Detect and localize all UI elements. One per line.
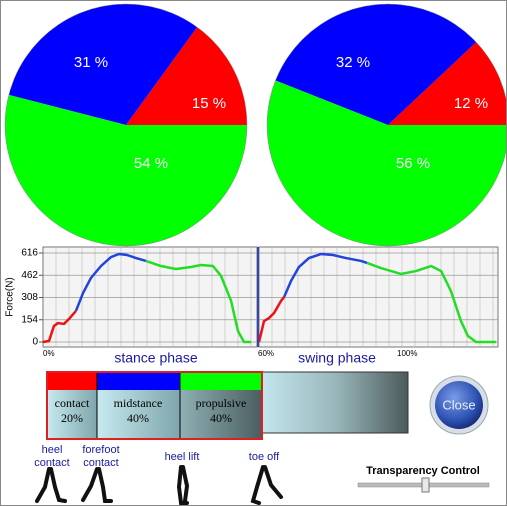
slider-label: Transparency Control: [366, 465, 480, 477]
force-line: [257, 296, 286, 343]
figure: [35, 467, 67, 503]
event-label: heel contact: [34, 444, 70, 469]
swing-start-label: 60%: [258, 349, 274, 358]
pie-slice: [267, 80, 506, 246]
y-tick-label: 308: [21, 292, 38, 303]
segment-label: contact: [55, 396, 90, 410]
figure: [250, 465, 283, 505]
segment-percent: 40%: [127, 411, 149, 425]
pie-slice: [275, 4, 477, 125]
pie-label: 15 %: [192, 95, 226, 112]
charts: 15 % 31 % 54 % 12 % 32 % 56 % 0 154 308 462 616 For…: [4, 3, 506, 348]
propulsive-header: [180, 372, 262, 390]
y-tick-label: 0: [32, 337, 38, 348]
segment-percent: 20%: [61, 411, 83, 425]
swing-title: swing phase: [298, 350, 376, 366]
contact-cell: [47, 390, 97, 439]
y-axis-label: Force(N): [5, 277, 16, 316]
swing-box: [261, 371, 409, 434]
figure: [81, 467, 113, 503]
y-tick-label: 616: [21, 248, 38, 259]
event-label: toe off: [248, 451, 280, 463]
contact-header: [47, 372, 97, 390]
end-label: 100%: [397, 349, 417, 358]
pie-slice: [126, 27, 247, 125]
pie-label: 12 %: [454, 95, 488, 112]
slider-thumb[interactable]: [421, 477, 430, 493]
pie-label: 31 %: [74, 54, 108, 71]
event-label: forefoot contact: [82, 444, 120, 469]
pie-slice: [388, 42, 506, 125]
propulsive-cell: [180, 390, 262, 439]
pie-slice: [4, 94, 248, 247]
start-label: 0%: [43, 349, 55, 358]
stance-title: stance phase: [114, 350, 197, 366]
force-line: [282, 252, 368, 298]
pie-outline: [4, 3, 248, 247]
force-line: [366, 261, 497, 344]
segment-label: propulsive: [196, 396, 247, 410]
y-tick-label: 154: [21, 314, 38, 325]
plot-area: [258, 246, 499, 348]
segment-percent: 40%: [210, 411, 232, 425]
midstance-header: [97, 372, 180, 390]
event-label: heel lift: [164, 451, 200, 463]
figure: [176, 465, 190, 505]
midstance-cell: [97, 390, 180, 439]
pie-slice: [8, 4, 198, 125]
pie-label: 32 %: [336, 54, 370, 71]
stance-box: [46, 371, 263, 440]
force-line: [42, 310, 77, 344]
close-face: [435, 381, 483, 429]
close-label[interactable]: Close: [442, 397, 475, 412]
pie-outline: [266, 3, 506, 247]
y-tick-label: 462: [21, 270, 38, 281]
force-line: [145, 259, 252, 344]
pie-label: 54 %: [134, 155, 168, 172]
force-line: [74, 252, 147, 312]
segment-label: midstance: [114, 396, 163, 410]
pie-label: 56 %: [396, 155, 430, 172]
close-button[interactable]: Close: [429, 375, 489, 435]
